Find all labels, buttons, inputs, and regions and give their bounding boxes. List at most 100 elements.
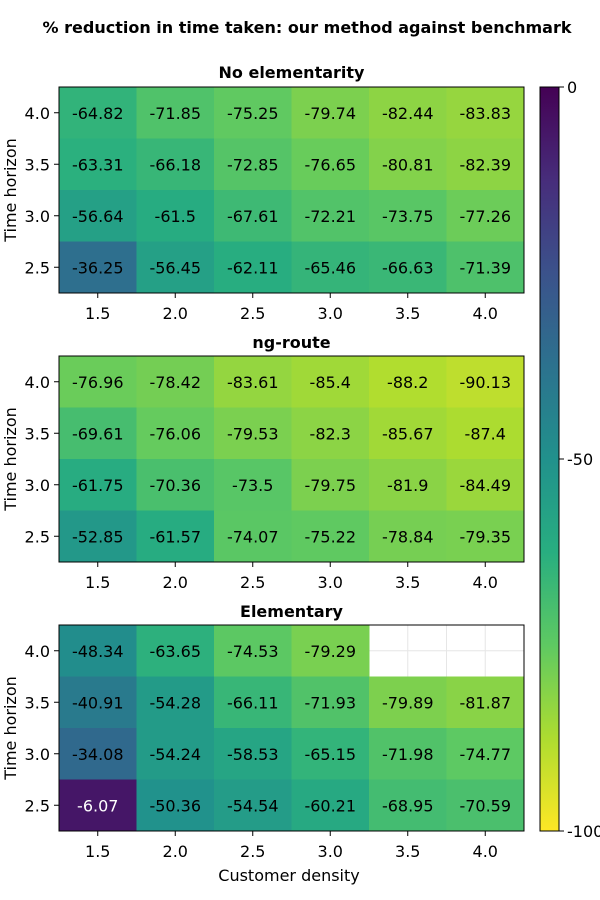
cell-value-label: -40.91: [72, 693, 124, 712]
cell-value-label: -61.57: [149, 527, 201, 546]
heatmap-cell: [291, 728, 370, 780]
cell-value-label: -61.75: [72, 476, 124, 495]
chart-title: % reduction in time taken: our method ag…: [43, 18, 572, 37]
x-tick-label: 4.0: [473, 573, 498, 592]
heatmap-cell: [214, 407, 292, 460]
heatmap-cell: [291, 138, 370, 191]
heatmap-cell: [291, 356, 370, 408]
x-tick-label: 2.0: [163, 842, 188, 861]
cell-value-label: -72.21: [304, 207, 356, 226]
heatmap-cell: [369, 356, 447, 408]
cell-value-label: -88.2: [387, 373, 428, 392]
cell-value-label: -79.35: [459, 527, 511, 546]
heatmap-cell: [214, 459, 292, 511]
cell-value-label: -74.07: [227, 527, 279, 546]
heatmap-cell: [59, 676, 137, 729]
heatmap-cell: [136, 138, 215, 191]
cell-value-label: -58.53: [227, 745, 279, 764]
heatmap-cell: [291, 407, 370, 460]
cell-value-label: -54.24: [149, 745, 201, 764]
heatmap-cell: [446, 190, 525, 242]
cell-value-label: -50.36: [149, 796, 201, 815]
cell-value-label: -61.5: [155, 207, 196, 226]
heatmap-cell: [59, 241, 137, 294]
heatmap-cell: [136, 728, 215, 780]
heatmap-cell: [136, 459, 215, 511]
cell-value-label: -70.36: [149, 476, 201, 495]
heatmap-cell: [291, 676, 370, 729]
cell-value-label: -79.89: [382, 693, 434, 712]
x-tick-label: 3.5: [395, 573, 420, 592]
heatmap-cell: [369, 190, 447, 242]
cell-value-label: -83.61: [227, 373, 279, 392]
cell-value-label: -84.49: [459, 476, 511, 495]
panel-2: -48.34 -63.65 -74.53 -79.29 -40.91 -54.28 -66.…: [1, 602, 525, 861]
heatmap-cell: [136, 356, 215, 408]
heatmap-cell: [136, 241, 215, 294]
x-tick-label: 3.5: [395, 842, 420, 861]
heatmap-cell: [446, 356, 525, 408]
y-tick-label: 3.5: [25, 693, 50, 712]
heatmap-cell: [291, 190, 370, 242]
cell-value-label: -54.54: [227, 796, 279, 815]
heatmap-cell: [214, 625, 292, 677]
heatmap-cell: [59, 407, 137, 460]
plot-frame: [58, 355, 525, 563]
cell-value-label: -80.81: [382, 155, 434, 174]
cell-value-label: -63.31: [72, 155, 124, 174]
x-axis-label: Customer density: [218, 866, 359, 885]
x-tick-label: 3.5: [395, 304, 420, 323]
heatmap-cell: [59, 625, 137, 677]
cell-value-label: -63.65: [149, 642, 201, 661]
heatmap-cell: [446, 459, 525, 511]
cell-value-label: -87.4: [465, 424, 506, 443]
heatmap-cell: [369, 407, 447, 460]
cell-value-label: -54.28: [149, 693, 201, 712]
heatmap-cell: [369, 459, 447, 511]
heatmap-cell: [214, 356, 292, 408]
heatmap-cell: [59, 138, 137, 191]
heatmap-cell: [214, 138, 292, 191]
cell-value-label: -75.22: [304, 527, 356, 546]
cell-value-label: -75.25: [227, 104, 279, 123]
heatmap-cell: [291, 510, 370, 563]
y-tick-label: 4.0: [25, 104, 50, 123]
y-tick-label: 3.0: [25, 476, 50, 495]
plot-frame: [58, 86, 525, 294]
colorbar-tick-label: -50: [567, 450, 593, 469]
y-axis-label: Time horizon: [1, 407, 20, 512]
heatmap-cell: [291, 87, 370, 139]
cell-value-label: -66.11: [227, 693, 279, 712]
cell-value-label: -78.84: [382, 527, 434, 546]
heatmap-cell: [214, 676, 292, 729]
heatmap-cell: [214, 728, 292, 780]
heatmap-cell: [214, 190, 292, 242]
cell-value-label: -76.06: [149, 424, 201, 443]
cell-value-label: -72.85: [227, 155, 279, 174]
x-tick-label: 2.0: [163, 304, 188, 323]
heatmap-panels: -64.82 -71.85 -75.25 -79.74 -82.44 -83.83 -63.…: [1, 63, 525, 861]
y-tick-label: 3.5: [25, 424, 50, 443]
heatmap-cell: [136, 87, 215, 139]
heatmap-cell: [369, 676, 447, 729]
y-tick-label: 3.0: [25, 207, 50, 226]
heatmap-cell: [446, 241, 525, 294]
heatmap-cell: [291, 779, 370, 832]
colorbar-gradient: [539, 86, 560, 832]
heatmap-cell: [214, 87, 292, 139]
cell-value-label: -81.9: [387, 476, 428, 495]
cell-value-label: -65.46: [304, 258, 356, 277]
cell-value-label: -79.29: [304, 642, 356, 661]
cell-value-label: -71.39: [459, 258, 511, 277]
heatmap-cell: [59, 459, 137, 511]
x-tick-label: 1.5: [85, 842, 110, 861]
panel-title: No elementarity: [219, 63, 366, 82]
heatmap-cell: [136, 676, 215, 729]
x-tick-label: 4.0: [473, 842, 498, 861]
cell-value-label: -64.82: [72, 104, 124, 123]
heatmap-cell: [291, 459, 370, 511]
colorbar-tick-label: -100: [567, 822, 600, 841]
plot-frame: [58, 624, 525, 832]
colorbar-tick-label: 0: [567, 78, 577, 97]
y-tick-label: 3.0: [25, 745, 50, 764]
